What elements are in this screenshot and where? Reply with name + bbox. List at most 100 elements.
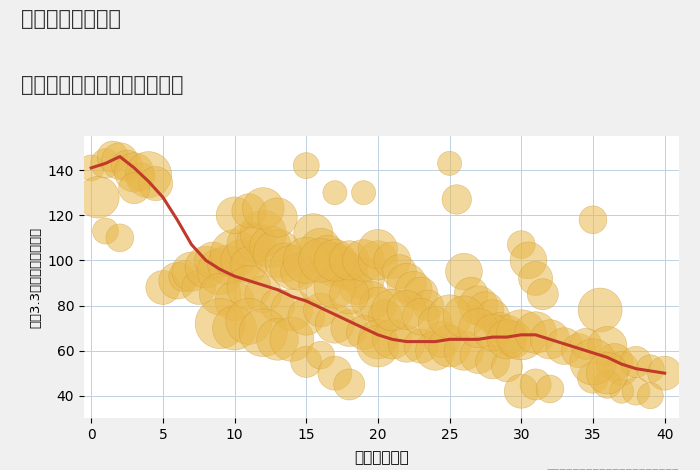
Point: [372, 245, 384, 253]
Point: [100, 227, 111, 235]
Point: [430, 347, 441, 354]
Point: [545, 336, 556, 343]
Point: [286, 336, 297, 343]
Text: 築年数別中古マンション価格: 築年数別中古マンション価格: [21, 75, 183, 95]
Point: [530, 329, 541, 337]
Point: [365, 297, 377, 305]
Point: [272, 214, 284, 221]
Point: [322, 250, 333, 258]
Point: [229, 212, 240, 219]
Point: [92, 194, 104, 201]
Point: [300, 313, 312, 321]
Point: [229, 250, 240, 258]
Point: [215, 290, 226, 298]
Point: [258, 329, 269, 337]
Point: [401, 306, 412, 314]
Point: [300, 257, 312, 264]
Point: [85, 164, 97, 172]
Point: [473, 324, 484, 332]
Point: [609, 358, 620, 366]
Y-axis label: 坪（3.3㎡）単価（万円）: 坪（3.3㎡）単価（万円）: [29, 227, 42, 328]
Point: [308, 229, 319, 237]
Point: [244, 261, 255, 269]
Point: [114, 234, 125, 242]
Point: [329, 284, 340, 291]
Point: [172, 277, 183, 284]
Point: [487, 329, 498, 337]
Point: [329, 189, 340, 196]
Point: [315, 306, 326, 314]
Point: [100, 160, 111, 167]
Point: [279, 259, 290, 266]
Point: [272, 336, 284, 343]
Point: [537, 290, 548, 298]
Point: [394, 268, 405, 275]
Point: [423, 302, 434, 309]
Point: [501, 363, 512, 370]
Point: [587, 358, 598, 366]
Point: [136, 173, 147, 180]
Point: [229, 324, 240, 332]
Point: [379, 313, 391, 321]
Point: [258, 290, 269, 298]
Point: [401, 279, 412, 287]
Point: [129, 169, 140, 176]
Point: [372, 336, 384, 343]
Point: [659, 369, 671, 377]
Point: [258, 205, 269, 212]
Point: [444, 342, 455, 350]
Point: [444, 160, 455, 167]
Point: [466, 290, 477, 298]
Point: [337, 263, 348, 271]
Point: [401, 340, 412, 348]
X-axis label: 築年数（年）: 築年数（年）: [354, 450, 409, 465]
Point: [530, 381, 541, 388]
Point: [386, 306, 398, 314]
Point: [244, 318, 255, 325]
Point: [251, 239, 262, 246]
Point: [372, 342, 384, 350]
Point: [258, 229, 269, 237]
Point: [386, 257, 398, 264]
Point: [631, 358, 642, 366]
Point: [344, 290, 355, 298]
Point: [580, 340, 592, 348]
Point: [244, 284, 255, 291]
Point: [329, 261, 340, 269]
Text: 神奈川県淵野辺駅: 神奈川県淵野辺駅: [21, 9, 121, 30]
Point: [215, 320, 226, 327]
Point: [573, 347, 584, 354]
Point: [351, 284, 362, 291]
Point: [358, 189, 369, 196]
Point: [344, 257, 355, 264]
Point: [272, 250, 284, 258]
Point: [300, 358, 312, 366]
Point: [587, 374, 598, 382]
Point: [344, 324, 355, 332]
Point: [602, 381, 613, 388]
Point: [487, 313, 498, 321]
Point: [372, 257, 384, 264]
Point: [129, 184, 140, 192]
Point: [415, 290, 426, 298]
Point: [616, 387, 627, 395]
Point: [215, 268, 226, 275]
Point: [358, 257, 369, 264]
Point: [244, 241, 255, 248]
Point: [508, 336, 519, 343]
Point: [315, 245, 326, 253]
Point: [523, 257, 534, 264]
Point: [415, 313, 426, 321]
Point: [150, 180, 161, 188]
Point: [487, 358, 498, 366]
Point: [516, 331, 527, 338]
Point: [286, 263, 297, 271]
Point: [415, 342, 426, 350]
Point: [386, 336, 398, 343]
Point: [408, 286, 419, 293]
Point: [430, 320, 441, 327]
Point: [645, 365, 656, 372]
Point: [207, 257, 218, 264]
Point: [437, 336, 448, 343]
Point: [229, 297, 240, 305]
